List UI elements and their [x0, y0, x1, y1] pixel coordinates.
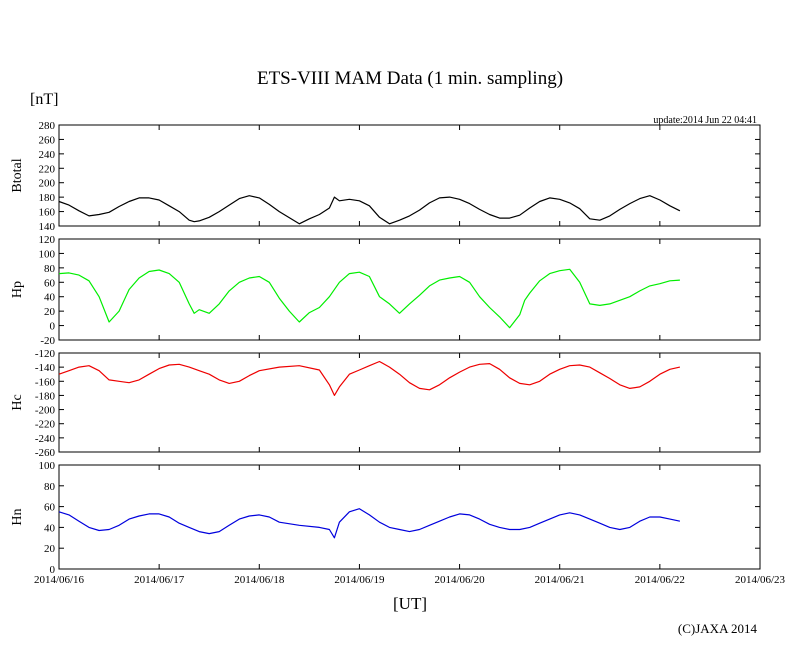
- panels: 140160180200220240260280Btotal-200204060…: [10, 120, 761, 576]
- y-tick-label: 200: [39, 178, 56, 190]
- x-tick-label: 2014/06/17: [134, 574, 185, 586]
- y-tick-label: -180: [35, 390, 56, 402]
- y-tick-label: -260: [35, 447, 56, 459]
- y-axis-label-hc: Hc: [10, 394, 25, 410]
- y-tick-label: 120: [39, 234, 56, 246]
- y-tick-label: 60: [44, 277, 56, 289]
- chart-title: ETS-VIII MAM Data (1 min. sampling): [257, 68, 563, 89]
- y-tick-label: 240: [39, 149, 56, 161]
- panel-frame: [58, 124, 761, 227]
- y-axis-label-btotal: Btotal: [10, 158, 25, 192]
- x-tick-label: 2014/06/19: [334, 574, 385, 586]
- y-tick-label: -220: [35, 419, 56, 431]
- copyright-label: (C)JAXA 2014: [678, 621, 758, 636]
- panel-hp: -20 0 20 40 60 80 100 120 Hp: [10, 234, 761, 347]
- y-tick-label: 260: [39, 134, 56, 146]
- x-tick-label: 2014/06/21: [535, 574, 585, 586]
- panel-frame: [58, 464, 761, 570]
- y-tick-label: 160: [39, 207, 56, 219]
- x-tick-labels: 2014/06/16 2014/06/17 2014/06/18 2014/06/19…: [34, 574, 786, 586]
- y-tick-label: 20: [44, 543, 56, 555]
- y-tick-label: 40: [44, 292, 56, 304]
- x-tick-label: 2014/06/16: [34, 574, 85, 586]
- series-line-hn: [58, 508, 681, 539]
- x-tick-label: 2014/06/22: [635, 574, 685, 586]
- unit-label: [nT]: [30, 91, 58, 108]
- y-tick-label: -120: [35, 348, 56, 360]
- y-tick-label: 0: [50, 564, 56, 576]
- y-tick-label: 280: [39, 120, 56, 132]
- y-tick-label: 100: [39, 248, 56, 260]
- series-line-hc: [58, 360, 681, 396]
- y-tick-label: 0: [50, 321, 56, 333]
- y-tick-label: -140: [35, 362, 56, 374]
- y-tick-label: 60: [44, 502, 56, 514]
- panel-frame: [58, 352, 761, 453]
- panel-frame: [58, 238, 761, 341]
- series-line-hp: [58, 268, 680, 329]
- panel-btotal: 140 160 180 200 220 240 260 280 Btotal: [10, 120, 761, 233]
- x-axis-label: [UT]: [393, 594, 427, 613]
- y-tick-label: 20: [44, 306, 56, 318]
- y-tick-label: 180: [39, 192, 56, 204]
- panel-hn: 0 20 40 60 80 100 Hn: [10, 460, 761, 576]
- y-tick-label: 220: [39, 163, 56, 175]
- y-tick-label: 80: [44, 481, 56, 493]
- x-tick-label: 2014/06/23: [735, 574, 786, 586]
- y-tick-label: 100: [39, 460, 56, 472]
- update-label: update:2014 Jun 22 04:41: [653, 115, 757, 126]
- series-line-btotal: [58, 195, 681, 225]
- y-tick-label: -20: [40, 335, 55, 347]
- y-tick-label: 80: [44, 263, 56, 275]
- y-axis-label-hp: Hp: [10, 281, 25, 298]
- panel-hc: -260 -240 -220 -200 -180 -160 -140 -120 Hc: [10, 348, 761, 459]
- y-tick-label: -160: [35, 376, 56, 388]
- x-tick-label: 2014/06/20: [435, 574, 486, 586]
- y-axis-label-hn: Hn: [10, 508, 25, 525]
- y-tick-label: -200: [35, 405, 56, 417]
- x-tick-label: 2014/06/18: [234, 574, 285, 586]
- y-tick-label: -240: [35, 433, 56, 445]
- y-tick-label: 140: [39, 221, 56, 233]
- y-tick-label: 40: [44, 522, 56, 534]
